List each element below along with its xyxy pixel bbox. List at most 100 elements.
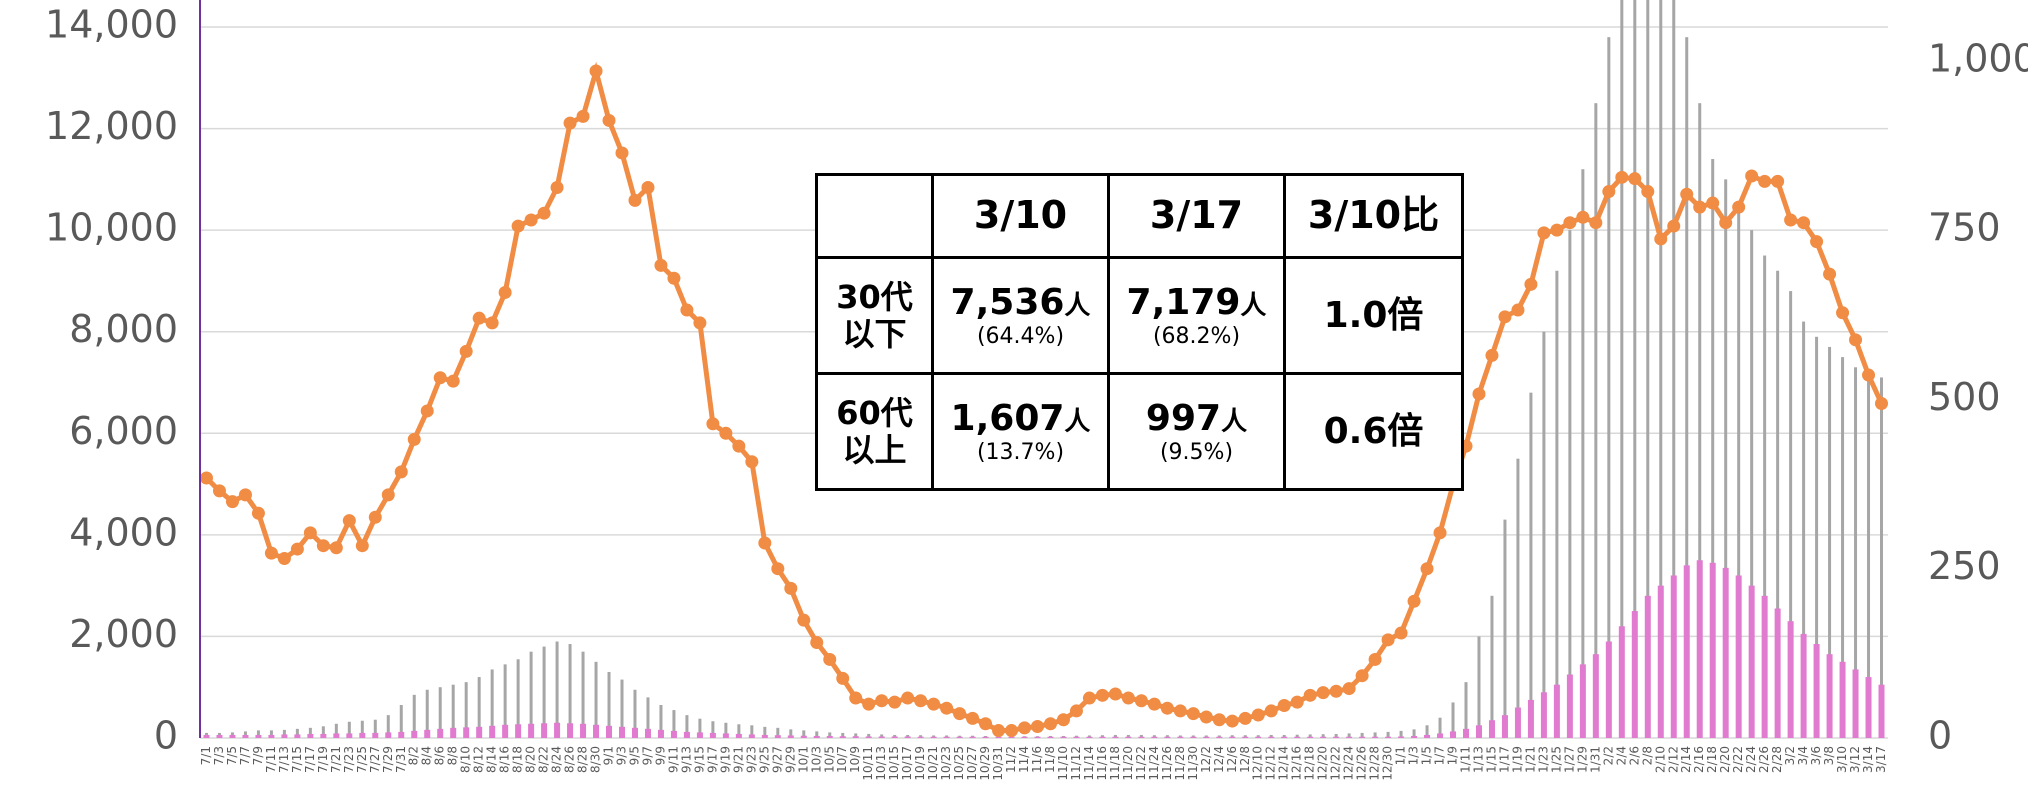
bar <box>1592 654 1599 738</box>
line-point <box>862 697 876 711</box>
x-tick-label: 2/28 <box>1770 746 1784 773</box>
bar <box>1594 103 1598 738</box>
bar <box>802 730 806 738</box>
line-point <box>823 652 837 666</box>
bar <box>489 725 496 738</box>
line-point <box>264 546 278 560</box>
bar <box>865 736 872 738</box>
x-tick-label: 11/6 <box>1030 746 1044 773</box>
bar <box>1852 669 1859 738</box>
x-tick-label: 9/11 <box>666 746 680 773</box>
bar <box>696 732 703 738</box>
bar <box>1320 736 1327 738</box>
ratio: 1.0倍 <box>1283 256 1464 375</box>
x-tick-label: 10/1 <box>796 746 810 773</box>
line-point <box>719 426 733 440</box>
bar <box>683 731 690 738</box>
line-point <box>641 180 655 194</box>
bar <box>813 735 820 738</box>
line-point <box>1173 704 1187 718</box>
x-tick-label: 1/17 <box>1497 746 1511 773</box>
line-point <box>550 180 564 194</box>
y2-tick-label: 0 <box>1928 714 1952 758</box>
bar <box>1711 159 1715 738</box>
line-point <box>1199 710 1213 724</box>
line-point <box>784 581 798 595</box>
bar <box>1620 0 1624 738</box>
line-point <box>1732 200 1746 214</box>
line-point <box>1836 306 1850 320</box>
line-point <box>1433 526 1447 540</box>
line-point <box>1875 396 1889 410</box>
line-point <box>1667 219 1681 233</box>
line-point <box>433 371 447 385</box>
line-point <box>524 213 538 227</box>
x-tick-label: 8/22 <box>537 746 551 773</box>
line-point <box>589 64 603 78</box>
bar <box>1230 735 1234 738</box>
line-point <box>1147 697 1161 711</box>
bar <box>515 724 522 738</box>
x-tick-label: 8/6 <box>433 746 447 765</box>
x-tick-label: 10/15 <box>887 746 901 781</box>
line-point <box>212 484 226 498</box>
line-point <box>693 316 707 330</box>
bar <box>1696 560 1703 738</box>
bar <box>451 684 455 738</box>
bar <box>1657 585 1664 738</box>
y-tick-label: 12,000 <box>45 104 178 148</box>
x-tick-label: 11/24 <box>1147 746 1161 781</box>
x-tick-label: 10/21 <box>926 746 940 781</box>
bar <box>373 719 377 738</box>
line-point <box>1784 213 1798 227</box>
y-tick-label: 2,000 <box>69 612 178 656</box>
line-point <box>602 113 616 127</box>
bar <box>347 721 351 738</box>
bar <box>917 736 924 738</box>
bar <box>1385 736 1392 738</box>
bar <box>619 726 625 738</box>
bar <box>646 697 650 738</box>
line-point <box>1797 216 1811 230</box>
bar <box>580 723 587 738</box>
bar <box>294 734 301 738</box>
line-point <box>1615 170 1629 184</box>
line-point <box>1498 310 1512 324</box>
bar <box>281 734 288 738</box>
label-line: 以上 <box>842 430 907 469</box>
bar <box>776 727 780 738</box>
x-tick-label: 2/4 <box>1614 746 1628 765</box>
bar <box>256 730 260 738</box>
x-tick-label: 1/21 <box>1523 746 1537 773</box>
x-tick-label: 9/23 <box>744 746 758 773</box>
bar <box>789 729 793 738</box>
line-point <box>1862 368 1876 382</box>
x-tick-label: 12/8 <box>1238 746 1252 773</box>
bar <box>659 704 663 738</box>
line-point <box>888 695 902 709</box>
line-point <box>1537 226 1551 240</box>
bar <box>321 726 325 738</box>
line-point <box>485 316 499 330</box>
line-point <box>225 495 239 509</box>
x-tick-label: 9/3 <box>615 746 629 765</box>
x-tick-label: 8/20 <box>524 746 538 773</box>
bar <box>1750 230 1754 738</box>
x-tick-label: 12/18 <box>1303 746 1317 781</box>
y-tick-label: 4,000 <box>69 510 178 554</box>
line-point <box>1745 169 1759 183</box>
x-tick-label: 9/21 <box>731 746 745 773</box>
count: 1,607 <box>950 398 1065 440</box>
bar <box>1488 720 1495 738</box>
bar <box>1398 736 1405 738</box>
x-tick-label: 12/20 <box>1316 746 1330 781</box>
line-point <box>810 636 824 650</box>
bar <box>1099 736 1106 738</box>
bar <box>711 721 715 738</box>
bar <box>594 661 598 738</box>
x-tick-label: 8/28 <box>576 746 590 773</box>
bar <box>1709 562 1716 738</box>
bar <box>1490 595 1494 738</box>
bar <box>1386 731 1390 738</box>
bar <box>606 725 613 738</box>
